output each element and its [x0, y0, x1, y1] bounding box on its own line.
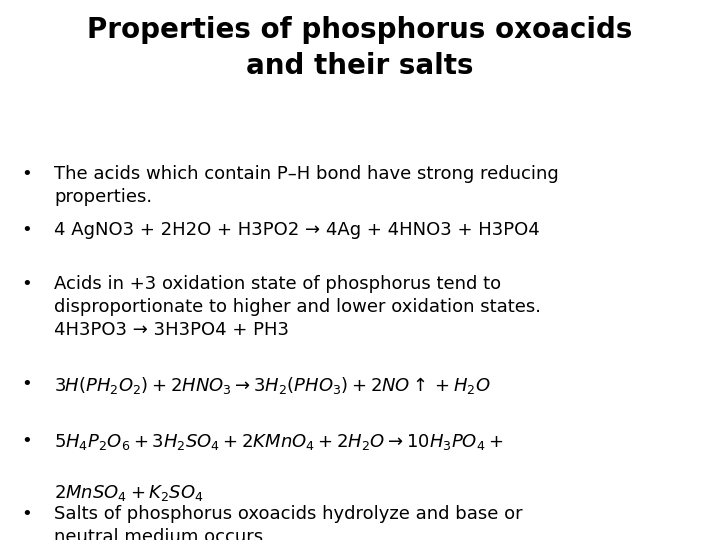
Text: 4 AgNO3 + 2H2O + H3PO2 → 4Ag + 4HNO3 + H3PO4: 4 AgNO3 + 2H2O + H3PO2 → 4Ag + 4HNO3 + H…	[54, 221, 540, 239]
Text: The acids which contain P–H bond have strong reducing
properties.: The acids which contain P–H bond have st…	[54, 165, 559, 206]
Text: $3H(PH_2O_2) + 2HNO_3 \rightarrow 3H_2(PHO_3) + 2NO\uparrow + H_2O$: $3H(PH_2O_2) + 2HNO_3 \rightarrow 3H_2(P…	[54, 375, 491, 396]
Text: •: •	[22, 275, 32, 293]
Text: •: •	[22, 221, 32, 239]
Text: •: •	[22, 432, 32, 450]
Text: •: •	[22, 165, 32, 183]
Text: $5H_4P_2O_6 + 3H_2SO_4 + 2KMnO_4 + 2H_2O \rightarrow 10H_3PO_4 +$: $5H_4P_2O_6 + 3H_2SO_4 + 2KMnO_4 + 2H_2O…	[54, 432, 503, 452]
Text: •: •	[22, 505, 32, 523]
Text: Acids in +3 oxidation state of phosphorus tend to
disproportionate to higher and: Acids in +3 oxidation state of phosphoru…	[54, 275, 541, 339]
Text: Properties of phosphorus oxoacids
and their salts: Properties of phosphorus oxoacids and th…	[87, 16, 633, 80]
Text: $2MnSO_4 + K_2SO_4$: $2MnSO_4 + K_2SO_4$	[54, 483, 204, 503]
Text: •: •	[22, 375, 32, 393]
Text: Salts of phosphorus oxoacids hydrolyze and base or
neutral medium occurs: Salts of phosphorus oxoacids hydrolyze a…	[54, 505, 523, 540]
